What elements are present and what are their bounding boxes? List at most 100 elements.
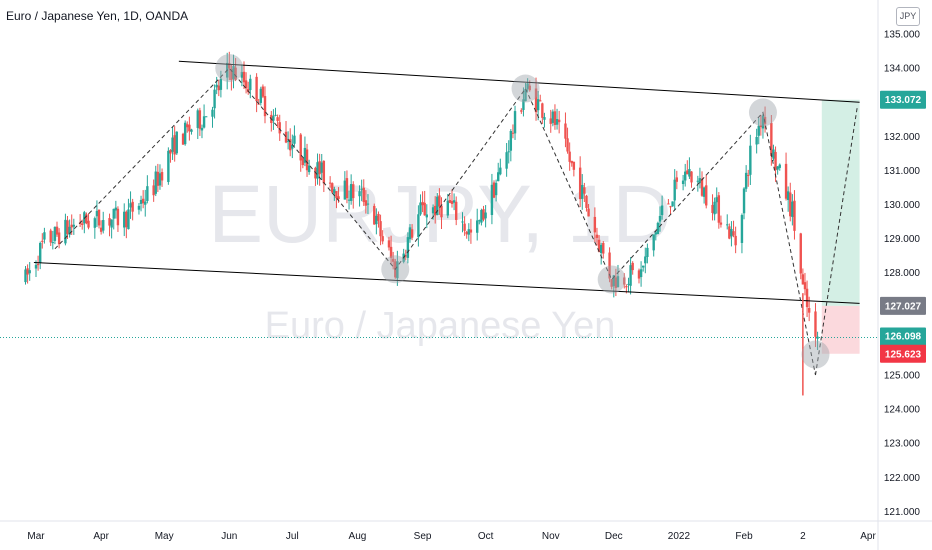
- stop-zone: [821, 305, 860, 354]
- candle-body: [360, 188, 363, 190]
- candle-body: [539, 100, 542, 102]
- candle-body: [816, 336, 819, 339]
- candle-body: [284, 131, 288, 143]
- candle-body: [108, 218, 111, 226]
- candle-body: [158, 173, 162, 186]
- candle-body: [419, 202, 422, 215]
- candle-body: [379, 221, 382, 237]
- candle-body: [690, 171, 693, 183]
- price-tick-label: 134.000: [884, 64, 921, 75]
- candle-body: [213, 89, 216, 109]
- time-tick-label: Nov: [542, 531, 560, 542]
- time-tick-label: 2022: [668, 531, 691, 542]
- time-tick-label: Feb: [735, 531, 753, 542]
- watermark-description: Euro / Japanese Yen: [265, 305, 616, 347]
- candle-body: [616, 276, 620, 287]
- candle-body: [291, 144, 294, 149]
- candle-body: [425, 214, 428, 218]
- candle-body: [169, 150, 172, 154]
- candle-body: [646, 247, 649, 257]
- candle-body: [364, 200, 368, 206]
- candle-body: [396, 261, 399, 279]
- candle-body: [610, 279, 613, 287]
- candle-body: [595, 234, 599, 238]
- level-price-label: 127.027: [885, 301, 922, 312]
- candle-body: [742, 188, 746, 214]
- candle-body: [28, 270, 31, 274]
- candle-body: [627, 283, 630, 285]
- candle-body: [608, 252, 611, 279]
- candle-body: [673, 179, 676, 201]
- candle-body: [568, 151, 571, 162]
- candle-body: [696, 180, 700, 182]
- candle-body: [499, 167, 502, 175]
- candle-body: [652, 234, 655, 251]
- candle-body: [24, 269, 27, 283]
- target-zone: [821, 99, 860, 306]
- candle-body: [448, 200, 452, 203]
- candle-body: [700, 178, 704, 196]
- currency-button[interactable]: JPY: [896, 7, 920, 26]
- candle-body: [581, 184, 584, 199]
- time-tick-label: May: [155, 531, 174, 542]
- candle-body: [87, 220, 90, 228]
- price-tick-label: 132.000: [884, 132, 921, 143]
- candle-body: [200, 127, 204, 131]
- candle-body: [181, 133, 185, 145]
- candle-body: [64, 219, 67, 244]
- candle-body: [175, 131, 178, 154]
- candle-body: [719, 222, 723, 225]
- time-tick-label: Apr: [860, 531, 876, 542]
- candle-body: [183, 122, 187, 145]
- candle-body: [196, 110, 199, 128]
- candle-body: [72, 224, 76, 227]
- candle-body: [41, 240, 44, 242]
- candle-body: [68, 226, 71, 235]
- candle-body: [461, 221, 464, 223]
- candle-body: [637, 270, 641, 279]
- candle-body: [772, 149, 775, 159]
- candle-body: [526, 83, 529, 89]
- candle-body: [789, 192, 792, 217]
- candle-body: [509, 131, 513, 151]
- candle-body: [373, 205, 376, 225]
- candle-body: [807, 308, 811, 313]
- candle-body: [421, 201, 424, 206]
- channel-upper-line: [178, 60, 860, 103]
- candle-body: [507, 151, 510, 153]
- candle-body: [232, 66, 235, 79]
- candle-body: [215, 84, 218, 88]
- candle-body: [450, 201, 454, 204]
- candle-body: [793, 200, 796, 231]
- candle-body: [320, 162, 323, 173]
- candle-body: [536, 99, 540, 111]
- candle-body: [436, 196, 439, 215]
- candle-body: [593, 216, 597, 233]
- candle-body: [293, 135, 296, 144]
- candle-body: [139, 199, 143, 204]
- candle-body: [160, 172, 164, 181]
- candle-body: [511, 132, 515, 134]
- candle-body: [255, 76, 258, 102]
- pivot-marker: [381, 255, 410, 284]
- time-tick-label: Sep: [414, 531, 432, 542]
- candle-body: [570, 160, 573, 164]
- candle-body: [423, 202, 426, 216]
- candle-body: [730, 228, 733, 237]
- candle-body: [467, 229, 471, 235]
- candle-body: [528, 85, 531, 91]
- candle-body: [469, 229, 473, 233]
- candle-body: [331, 183, 334, 193]
- candle-body: [551, 111, 555, 123]
- projection-path: [814, 105, 858, 376]
- candle-body: [465, 231, 468, 235]
- candle-body: [152, 185, 155, 196]
- candle-body: [289, 139, 292, 151]
- time-axis[interactable]: Mar Apr May Jun Jul Aug Sep Oct Nov Dec 2022 Feb 2 Ap…: [27, 531, 876, 542]
- candle-body: [85, 214, 88, 224]
- candle-body: [57, 232, 61, 245]
- time-tick-label: Oct: [478, 531, 494, 542]
- candle-body: [167, 150, 170, 182]
- candle-body: [358, 191, 361, 197]
